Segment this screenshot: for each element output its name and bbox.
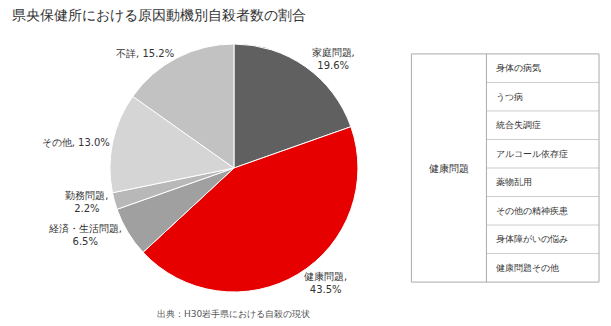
svg-text:健康問題その他: 健康問題その他 (496, 263, 559, 273)
svg-text:その他, 13.0%: その他, 13.0% (42, 137, 110, 148)
svg-text:経済・生活問題,6.5%: 経済・生活問題,6.5% (48, 223, 122, 247)
svg-text:県央保健所における原因動機別自殺者数の割合: 県央保健所における原因動機別自殺者数の割合 (12, 7, 306, 23)
svg-text:出典：H30岩手県における自殺の現状: 出典：H30岩手県における自殺の現状 (157, 309, 310, 319)
svg-text:健康問題: 健康問題 (429, 163, 469, 174)
svg-text:身体の病気: 身体の病気 (496, 63, 541, 73)
svg-text:アルコール依存症: アルコール依存症 (496, 149, 568, 159)
svg-text:健康問題,43.5%: 健康問題,43.5% (304, 271, 347, 295)
svg-text:勤務問題,2.2%: 勤務問題,2.2% (65, 190, 108, 214)
svg-text:統合失調症: 統合失調症 (496, 120, 541, 130)
svg-text:家庭問題,19.6%: 家庭問題,19.6% (312, 47, 355, 71)
svg-text:薬物乱用: 薬物乱用 (496, 177, 532, 187)
svg-text:その他の精神疾患: その他の精神疾患 (496, 206, 568, 216)
svg-text:不詳, 15.2%: 不詳, 15.2% (116, 48, 174, 59)
svg-text:身体障がいの悩み: 身体障がいの悩み (496, 234, 568, 244)
svg-text:うつ病: うつ病 (496, 92, 523, 102)
